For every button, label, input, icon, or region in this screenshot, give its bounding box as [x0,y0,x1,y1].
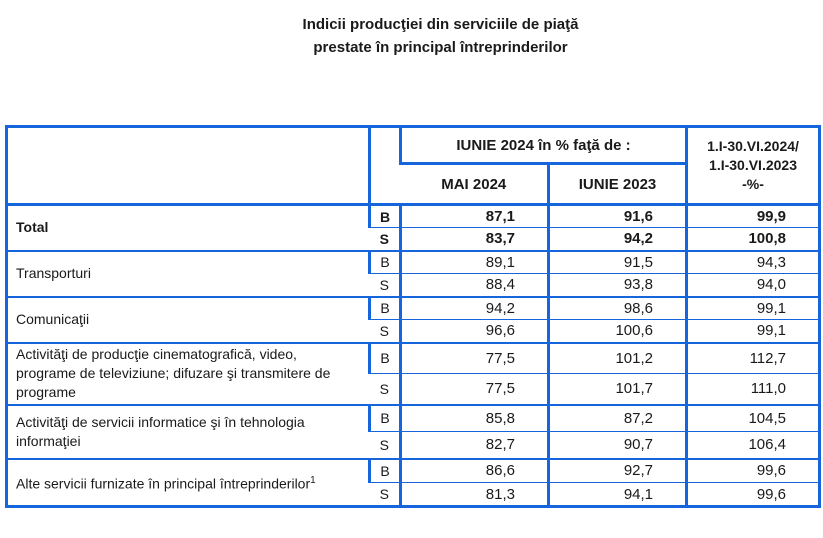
page-title-line2: prestate în principal întreprinderilor [313,39,568,56]
value-cell: 82,7 [399,431,549,460]
page-title-line1: Indicii producţiei din serviciile de pia… [302,16,579,33]
value-cell: 92,7 [546,458,687,483]
footnote-marker: 1 [310,474,316,486]
table-row: Alte servicii furnizate în principal înt… [6,458,820,508]
value-cell: 77,5 [399,342,549,374]
value-cell: 99,6 [685,482,820,508]
table-row: S 77,5 101,7 111,0 [7,373,820,406]
value-cell: 88,4 [399,273,549,298]
value-cell: 99,1 [685,319,820,344]
bs-indicator: S [369,431,401,460]
value-cell: 94,3 [685,250,820,274]
value-cell: 101,7 [546,373,687,406]
row-label: Activităţi de servicii informatice şi în… [6,404,370,460]
period-line-2: 1.I-30.VI.2023 [709,157,797,173]
table-row: Activităţi de producţie cinematografică,… [6,342,820,406]
value-cell: 86,6 [399,458,549,483]
value-cell: 90,7 [546,431,687,460]
bs-indicator: B [368,404,401,432]
bs-indicator: B [368,296,401,320]
bs-indicator: B [368,458,401,483]
table-row: S 88,4 93,8 94,0 [7,273,820,298]
row-label: Activităţi de producţie cinematografică,… [6,342,370,406]
period-line-1: 1.I-30.VI.2024/ [707,138,799,154]
bs-indicator: B [368,342,401,374]
row-label: Alte servicii furnizate în principal înt… [6,458,370,508]
page-title: Indicii producţiei din serviciile de pia… [58,0,823,59]
table-row: Activităţi de servicii informatice şi în… [6,404,820,460]
value-cell: 96,6 [399,319,549,344]
value-cell: 99,6 [685,458,820,483]
value-cell: 101,2 [546,342,687,374]
value-cell: 85,8 [399,404,549,432]
value-cell: 91,5 [546,250,687,274]
value-cell: 87,1 [399,204,549,228]
empty-label-header [6,126,370,206]
table-row: Total B 87,1 91,6 99,9 [6,204,820,252]
table-row: Transporturi B 89,1 91,5 94,3 [6,250,820,298]
table-row: S 81,3 94,1 99,6 [7,482,820,508]
table-row: S 82,7 90,7 106,4 [7,431,820,460]
table-row: Comunicaţii B 94,2 98,6 99,1 [6,296,820,344]
table-body: Total B 87,1 91,6 99,9 S 83,7 94,2 100,8 Transpor… [6,204,820,508]
period-line-3: -%- [742,176,764,192]
value-cell: 100,6 [546,319,687,344]
bs-indicator: B [368,250,401,274]
value-cell: 94,1 [546,482,687,508]
value-cell: 94,2 [546,227,687,252]
value-cell: 99,1 [685,296,820,320]
bs-indicator: S [369,227,401,252]
row-label: Total [6,204,370,252]
value-cell: 89,1 [399,250,549,274]
value-cell: 112,7 [685,342,820,374]
bs-indicator: S [369,482,401,508]
bs-indicator: B [368,204,401,228]
value-cell: 91,6 [546,204,687,228]
col-header-iunie-2023: IUNIE 2023 [546,163,687,206]
period-ratio-header: 1.I-30.VI.2024/ 1.I-30.VI.2023 -%- [685,126,820,206]
value-cell: 77,5 [399,373,549,406]
row-label: Comunicaţii [6,296,370,344]
value-cell: 94,2 [399,296,549,320]
row-label: Transporturi [6,250,370,298]
bs-indicator: S [369,273,401,298]
value-cell: 81,3 [399,482,549,508]
empty-bs-header [368,126,401,206]
value-cell: 106,4 [685,431,820,460]
bs-indicator: S [369,373,401,406]
value-cell: 100,8 [685,227,820,252]
table-row: S 96,6 100,6 99,1 [7,319,820,344]
value-cell: 94,0 [685,273,820,298]
comparison-group-header: IUNIE 2024 în % faţă de : [398,126,687,165]
production-indices-table: IUNIE 2024 în % faţă de : 1.I-30.VI.2024… [5,125,822,508]
col-header-mai-2024: MAI 2024 [400,163,549,206]
value-cell: 99,9 [685,204,820,228]
value-cell: 111,0 [685,373,820,406]
value-cell: 98,6 [546,296,687,320]
value-cell: 93,8 [546,273,687,298]
table-row: S 83,7 94,2 100,8 [7,227,820,252]
table-header: IUNIE 2024 în % faţă de : 1.I-30.VI.2024… [6,126,820,206]
value-cell: 104,5 [685,404,820,432]
bs-indicator: S [369,319,401,344]
value-cell: 87,2 [546,404,687,432]
value-cell: 83,7 [399,227,549,252]
